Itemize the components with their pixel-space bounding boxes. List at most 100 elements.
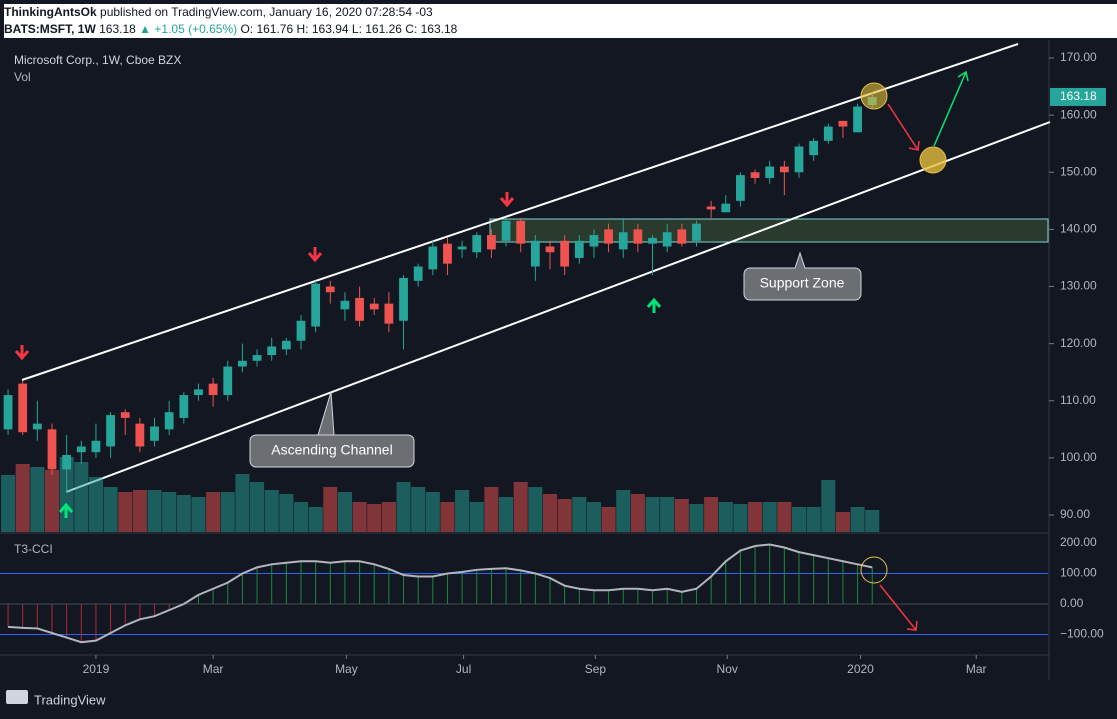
candle-body	[721, 203, 731, 213]
down-arrow	[14, 345, 30, 361]
candle-body	[296, 320, 306, 341]
volume-bar	[411, 487, 426, 532]
cci-tick-label: −100.00	[1060, 627, 1104, 641]
candle-body	[311, 283, 321, 327]
volume-bar	[586, 502, 601, 532]
candle-body	[194, 389, 203, 396]
footer: TradingView	[34, 692, 106, 707]
y-tick-label: 150.00	[1060, 164, 1097, 178]
volume-bar	[762, 502, 777, 532]
candle-body	[238, 360, 247, 367]
volume-bar	[777, 502, 792, 532]
cci-tick-label: 200.00	[1060, 535, 1097, 549]
volume-bar	[1, 475, 16, 532]
arrow	[879, 584, 918, 631]
volume-bar	[250, 482, 265, 532]
candle-body	[325, 286, 335, 293]
candle-body	[252, 355, 262, 361]
candle-body	[91, 440, 101, 453]
y-tick-label: 90.00	[1060, 507, 1090, 521]
channel-line	[65, 121, 1051, 493]
volume-bar	[865, 510, 880, 532]
volume-bar	[572, 497, 587, 532]
candle-body	[472, 235, 482, 253]
annotation: Ascending Channel	[271, 442, 392, 458]
volume-bar	[103, 487, 118, 532]
volume-bar	[15, 464, 30, 532]
volume-bar	[206, 492, 221, 532]
arrow	[933, 70, 969, 147]
candle-body	[589, 235, 599, 247]
cci-line	[7, 543, 873, 644]
x-tick-label: May	[335, 662, 358, 676]
candle-body	[413, 266, 423, 281]
volume-bar	[513, 482, 528, 532]
header: ThinkingAntsOk published on TradingView.…	[4, 4, 1117, 38]
y-tick-label: 110.00	[1060, 393, 1096, 407]
candle-body	[662, 232, 672, 247]
volume-bar	[279, 494, 294, 532]
volume-bar	[645, 497, 660, 532]
volume-bar	[733, 504, 748, 532]
volume-bar	[264, 490, 279, 532]
x-tick-label: Mar	[203, 662, 224, 676]
volume-bar	[660, 497, 675, 532]
up-arrow	[58, 502, 74, 518]
volume-bar	[235, 474, 250, 532]
candle-body	[428, 246, 438, 270]
candle-body	[779, 166, 789, 173]
volume-bar	[30, 467, 45, 532]
candle-body	[62, 455, 72, 470]
candle-body	[633, 229, 643, 244]
open: O: 161.76	[240, 22, 294, 36]
candle-body	[750, 172, 760, 178]
volume-bar	[455, 490, 470, 532]
candle-body	[150, 426, 159, 441]
volume-bar	[352, 502, 367, 532]
candle-body	[648, 237, 657, 244]
candle-body	[18, 383, 28, 433]
candle-body	[443, 243, 452, 264]
highlight	[860, 556, 888, 584]
candle-body	[809, 140, 819, 156]
candle-body	[736, 175, 745, 201]
x-tick-label: Nov	[717, 662, 738, 676]
volume-bar	[630, 494, 645, 532]
arrow	[887, 103, 920, 151]
volume-bar	[806, 507, 821, 532]
callout	[743, 251, 862, 301]
x-tick-label: 2019	[83, 662, 110, 676]
last-price-tag	[1050, 87, 1106, 106]
volume-bar	[176, 495, 191, 532]
candle-body	[384, 303, 394, 324]
price: 163.18	[99, 22, 136, 36]
volume-bar	[791, 507, 807, 532]
up-arrow	[646, 297, 662, 313]
candle-body	[560, 240, 570, 267]
author: ThinkingAntsOk	[4, 5, 97, 19]
high: H: 163.94	[296, 22, 349, 36]
volume-label: Vol	[14, 70, 31, 84]
candle-body	[487, 235, 496, 250]
volume-bar	[821, 480, 836, 532]
candle-body	[516, 220, 526, 244]
candle-body	[399, 277, 408, 321]
volume-bar	[337, 492, 352, 532]
cci-title: T3-CCI	[14, 542, 53, 556]
volume-bar	[616, 490, 631, 532]
candle-body	[223, 366, 233, 396]
volume-bar	[74, 462, 89, 532]
background	[0, 40, 1117, 719]
volume-bar	[293, 502, 309, 532]
volume-bar	[850, 507, 865, 532]
volume-bar	[191, 497, 206, 532]
cci-tick-label: 0.00	[1060, 596, 1084, 610]
candle-body	[76, 446, 86, 453]
candle-body	[501, 220, 511, 241]
y-tick-label: 140.00	[1060, 222, 1097, 236]
volume-bar	[308, 507, 323, 532]
y-tick-label: 170.00	[1060, 50, 1097, 64]
volume-bar	[59, 457, 74, 532]
